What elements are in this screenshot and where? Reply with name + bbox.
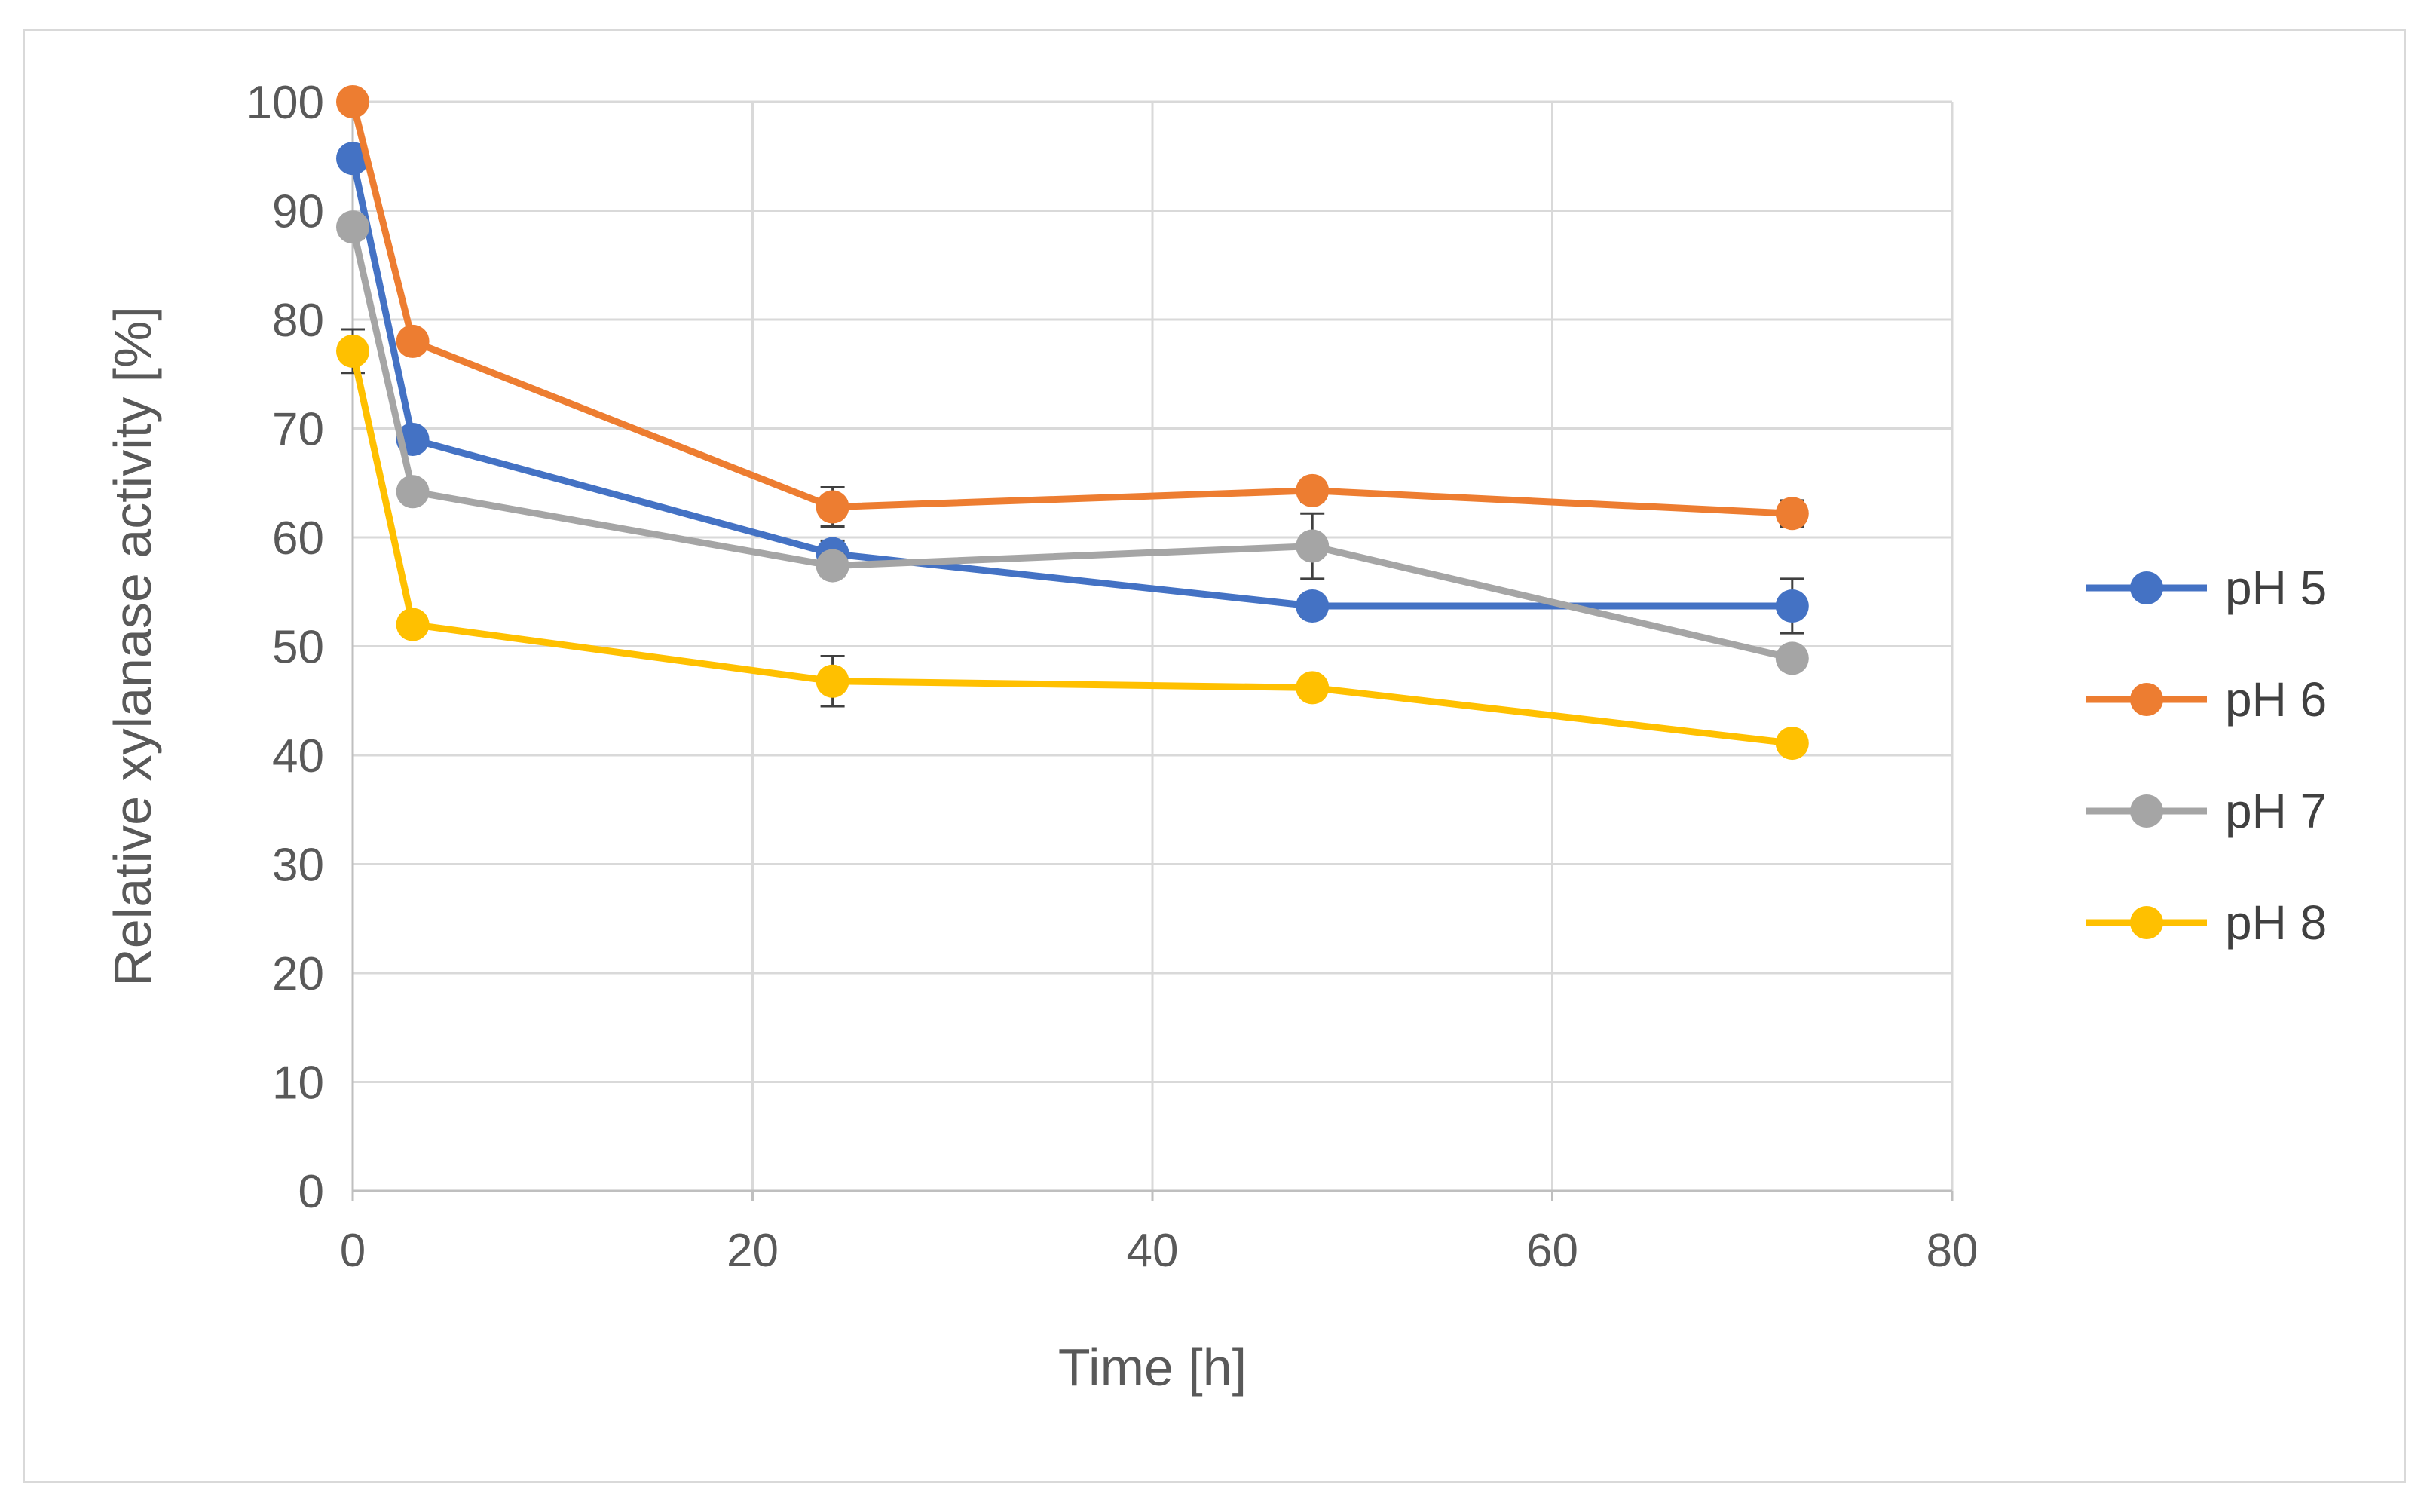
data-point-ph-7 (336, 210, 369, 244)
series-ph-7 (336, 210, 1809, 675)
x-axis-title: Time [h] (1058, 1338, 1247, 1397)
data-point-ph-7 (396, 475, 430, 509)
x-tick-label: 60 (1526, 1225, 1578, 1277)
gridlines (353, 100, 1954, 1191)
data-point-ph-6 (1775, 497, 1809, 531)
y-tick-label: 50 (272, 622, 324, 674)
x-tick-label: 40 (1127, 1225, 1179, 1277)
data-point-ph-5 (1296, 589, 1330, 623)
data-point-ph-8 (816, 664, 849, 698)
y-tick-label: 70 (272, 404, 324, 456)
x-tick-label: 20 (727, 1225, 779, 1277)
data-point-ph-8 (1775, 727, 1809, 761)
x-tick-label: 80 (1927, 1225, 1979, 1277)
data-point-ph-5 (336, 142, 369, 176)
series-ph-5 (336, 142, 1809, 635)
x-tick-label: 0 (340, 1225, 366, 1277)
legend-item-ph-6: pH 6 (2086, 672, 2327, 727)
legend-swatch-marker (2130, 794, 2163, 828)
legend-label: pH 7 (2225, 784, 2327, 838)
series-ph-8 (336, 328, 1809, 761)
data-point-ph-7 (1775, 641, 1809, 675)
legend-swatch-marker (2130, 571, 2163, 604)
y-tick-labels: 0 10 20 30 40 50 60 70 80 90 100 (246, 77, 324, 1218)
y-tick-label: 80 (272, 295, 324, 347)
data-point-ph-8 (396, 608, 430, 641)
series-layer (336, 85, 1809, 761)
x-tick-labels: 0 20 40 60 80 (340, 1225, 1979, 1277)
series-line-ph-5 (349, 158, 1792, 610)
legend-label: pH 5 (2225, 561, 2327, 615)
legend-label: pH 8 (2225, 895, 2327, 950)
y-tick-label: 90 (272, 186, 324, 238)
y-axis-title: Relative xylanase activity [%] (103, 306, 162, 987)
y-tick-label: 100 (246, 77, 324, 129)
series-line-ph-7 (349, 226, 1793, 662)
legend-swatch-marker (2130, 906, 2163, 939)
data-point-ph-6 (396, 324, 430, 358)
data-point-ph-6 (816, 490, 849, 524)
y-tick-label: 40 (272, 730, 324, 782)
legend-label: pH 6 (2225, 672, 2327, 727)
y-tick-label: 0 (298, 1166, 324, 1218)
y-tick-label: 60 (272, 513, 324, 565)
data-point-ph-5 (1775, 589, 1809, 623)
series-line-ph-6 (349, 100, 1793, 517)
legend-item-ph-5: pH 5 (2086, 561, 2327, 615)
axes (351, 102, 1954, 1201)
y-tick-label: 20 (272, 948, 324, 1000)
data-point-ph-7 (816, 549, 849, 583)
data-point-ph-6 (336, 85, 369, 118)
data-point-ph-8 (1296, 671, 1330, 705)
legend-item-ph-7: pH 7 (2086, 784, 2327, 838)
legend-swatch-marker (2130, 683, 2163, 716)
data-point-ph-8 (336, 334, 369, 368)
data-point-ph-7 (1296, 529, 1330, 563)
y-tick-label: 30 (272, 840, 324, 892)
data-point-ph-6 (1296, 473, 1330, 507)
legend: pH 5 pH 6 pH 7 pH 8 (2086, 561, 2327, 950)
y-tick-label: 10 (272, 1057, 324, 1110)
series-line-ph-8 (349, 350, 1793, 747)
series-ph-6 (336, 85, 1809, 531)
legend-item-ph-8: pH 8 (2086, 895, 2327, 950)
